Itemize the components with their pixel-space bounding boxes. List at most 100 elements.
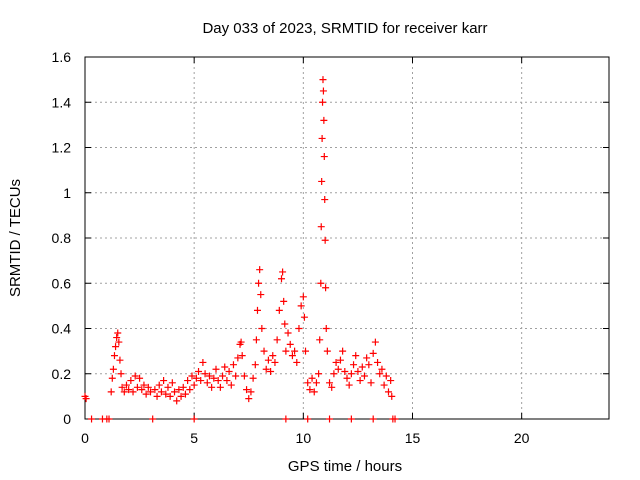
data-point xyxy=(195,367,203,375)
data-point xyxy=(114,329,122,337)
data-point xyxy=(320,153,328,161)
x-axis-label: GPS time / hours xyxy=(288,458,402,475)
data-point xyxy=(219,372,227,380)
x-tick-label: 10 xyxy=(296,430,312,446)
data-point xyxy=(214,377,222,385)
data-point xyxy=(210,374,218,382)
data-point xyxy=(125,386,133,394)
data-point xyxy=(144,383,152,391)
data-point xyxy=(153,392,161,400)
data-point xyxy=(133,383,141,391)
data-point xyxy=(323,347,331,355)
data-point xyxy=(273,336,281,344)
data-point xyxy=(155,381,163,389)
data-point xyxy=(365,361,373,369)
data-point xyxy=(147,388,154,396)
data-point xyxy=(284,329,292,337)
data-point xyxy=(181,390,189,398)
y-tick-label: 1.6 xyxy=(52,49,72,65)
data-point xyxy=(105,415,113,423)
data-point xyxy=(190,415,198,423)
data-point xyxy=(304,379,312,387)
data-point xyxy=(151,386,159,394)
data-point xyxy=(320,116,328,124)
data-point xyxy=(391,415,399,423)
data-point xyxy=(347,415,355,423)
data-point xyxy=(321,236,329,244)
x-tick-label: 0 xyxy=(81,430,89,446)
data-point xyxy=(177,392,185,400)
data-point xyxy=(278,275,285,283)
data-point xyxy=(271,358,279,366)
data-point xyxy=(352,352,360,360)
data-point xyxy=(252,336,260,344)
data-point xyxy=(249,374,257,382)
data-point xyxy=(332,358,340,366)
data-point xyxy=(376,370,384,378)
data-point xyxy=(208,383,216,391)
data-point xyxy=(281,320,289,328)
data-point xyxy=(388,392,396,400)
data-point xyxy=(253,306,261,314)
data-point xyxy=(358,363,366,371)
data-point xyxy=(122,381,130,389)
y-tick-label: 0.6 xyxy=(52,275,72,291)
data-point xyxy=(267,367,275,375)
data-point xyxy=(243,386,251,394)
data-point xyxy=(110,352,118,360)
data-point xyxy=(256,266,264,274)
data-point xyxy=(192,374,200,382)
data-point xyxy=(304,415,312,423)
data-point xyxy=(343,374,351,382)
data-point xyxy=(251,361,259,369)
chart-title: Day 033 of 2023, SRMTID for receiver kar… xyxy=(202,20,487,37)
y-tick-label: 0.8 xyxy=(52,230,72,246)
data-point xyxy=(186,386,194,394)
data-point xyxy=(229,361,237,369)
data-point xyxy=(160,377,168,385)
data-point xyxy=(322,284,330,292)
data-point xyxy=(341,367,349,375)
data-point xyxy=(300,313,308,321)
data-point xyxy=(118,383,126,391)
y-tick-label: 1 xyxy=(63,185,71,201)
data-point xyxy=(227,381,235,389)
data-point xyxy=(322,325,330,332)
data-point xyxy=(317,279,325,287)
data-point xyxy=(212,365,220,373)
data-point xyxy=(291,347,299,355)
data-point xyxy=(363,354,371,362)
data-point xyxy=(199,358,207,366)
data-point xyxy=(238,352,246,360)
data-point xyxy=(120,388,128,396)
data-point xyxy=(138,386,146,394)
data-point xyxy=(245,395,253,403)
data-point xyxy=(190,381,198,389)
y-tick-label: 1.2 xyxy=(52,140,72,156)
data-point xyxy=(113,334,121,342)
data-point xyxy=(350,361,358,369)
data-point xyxy=(299,293,307,301)
data-point xyxy=(356,377,364,385)
data-point xyxy=(237,338,245,346)
data-point xyxy=(334,365,342,373)
data-point xyxy=(286,340,294,348)
data-point xyxy=(382,372,390,380)
data-point xyxy=(336,356,344,364)
data-point xyxy=(262,365,270,373)
data-point xyxy=(387,377,395,385)
data-point xyxy=(326,415,334,423)
data-point xyxy=(136,374,144,382)
data-point xyxy=(240,372,248,380)
data-point xyxy=(127,377,135,385)
data-point xyxy=(345,381,353,389)
data-point xyxy=(234,354,242,362)
data-point xyxy=(247,388,255,396)
y-tick-label: 0 xyxy=(63,411,71,427)
data-point xyxy=(112,343,120,351)
data-point xyxy=(319,98,327,106)
data-point xyxy=(82,395,90,403)
data-point xyxy=(295,325,303,332)
data-point xyxy=(142,390,150,398)
